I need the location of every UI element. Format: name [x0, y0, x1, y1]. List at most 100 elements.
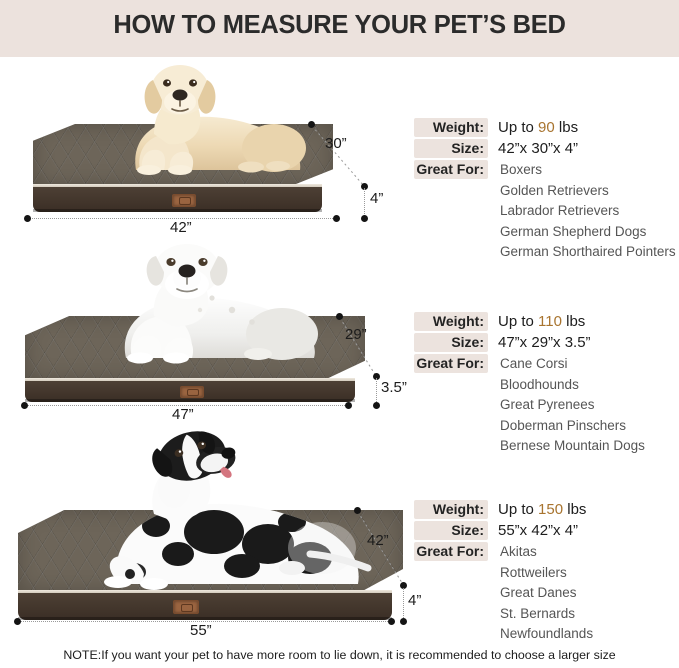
dog-photo-white-mastiff — [92, 240, 342, 365]
breed-list-large: Boxers Golden Retrievers Labrador Retrie… — [500, 160, 676, 263]
weight-label-large: Weight: — [432, 119, 484, 135]
dog-photo-yellow-labrador — [96, 62, 326, 177]
width-dimension-dot-right-large — [333, 215, 340, 222]
list-item: Rottweilers — [500, 564, 567, 580]
depth-dimension-label-large: 30” — [325, 135, 347, 152]
size-label-large: Size: — [451, 140, 484, 156]
list-item: Labrador Retrievers — [500, 203, 620, 218]
list-item: Akitas — [500, 544, 537, 559]
list-item: St. Bernards — [500, 605, 576, 621]
height-dimension-label-xxlarge: 4” — [408, 592, 422, 609]
list-item: Bloodhounds — [500, 376, 579, 392]
list-item: German Shorthaired Pointers — [500, 244, 676, 259]
height-dimension-dot-bottom-xxlarge — [400, 618, 407, 625]
height-dimension-line-large — [364, 188, 365, 220]
weight-unit-xlarge: lbs — [566, 313, 586, 330]
weight-chip-large — [414, 118, 488, 137]
height-dimension-label-large: 4” — [370, 190, 384, 207]
great-for-label-xxlarge: Great For: — [416, 543, 484, 559]
page-title: HOW TO MEASURE YOUR PET’S BED — [113, 11, 566, 39]
size-section-large: 30” 4” 42” Weight: Up to 90 lbs Size: 42… — [0, 0, 679, 259]
depth-dimension-dot-bottom-xlarge — [373, 373, 380, 380]
size-chip-xlarge — [414, 333, 488, 352]
depth-dimension-dot-top-xlarge — [336, 313, 343, 320]
list-item: Cane Corsi — [500, 356, 568, 371]
weight-unit-large: lbs — [558, 119, 579, 136]
height-dimension-label-xlarge: 3.5” — [381, 379, 407, 396]
header-band — [0, 0, 679, 57]
great-for-chip-xlarge — [414, 354, 488, 373]
weight-value-xxlarge: Up to 150 lbs — [498, 500, 586, 519]
great-for-label-large: Great For: — [416, 161, 484, 177]
bed-piping — [18, 590, 392, 594]
weight-value-xlarge: Up to 110 lbs — [498, 312, 585, 331]
brand-logo-tag — [173, 600, 199, 614]
list-item: Golden Retrievers — [500, 182, 609, 198]
width-dimension-label-xlarge: 47” — [172, 406, 194, 423]
size-value-xxlarge: 55”x 42”x 4” — [498, 522, 579, 539]
breed-list-xlarge: Cane Corsi Bloodhounds Great Pyrenees Do… — [500, 354, 645, 457]
list-item: Bernese Mountain Dogs — [500, 438, 645, 453]
size-value-large: 42”x 30”x 4” — [498, 140, 579, 157]
weight-value-large: Up to 90 lbs — [498, 118, 578, 137]
height-dimension-line-xxlarge — [403, 588, 404, 622]
depth-dimension-label-xlarge: 29” — [345, 326, 367, 343]
list-item: Boxers — [500, 162, 543, 177]
weight-prefix-xxlarge: Up to — [498, 501, 534, 518]
size-label-xxlarge: Size: — [451, 522, 484, 538]
bed-piping — [25, 378, 355, 382]
depth-dimension-line-large — [310, 124, 366, 188]
height-dimension-line-xlarge — [376, 378, 377, 406]
width-dimension-label-large: 42” — [170, 219, 192, 236]
weight-number-large: 90 — [538, 119, 555, 136]
width-dimension-line-xlarge — [24, 405, 349, 406]
great-for-chip-large — [414, 160, 488, 179]
list-item: Doberman Pinschers — [500, 417, 627, 433]
size-section-xlarge: 29” 3.5” 47” Weight: Up to 110 lbs Size:… — [0, 232, 679, 453]
size-section-xxlarge: 42” 4” 55” Weight: Up to 150 lbs Size: 5… — [0, 422, 679, 648]
width-dimension-dot-right-xlarge — [345, 402, 352, 409]
size-chip-xxlarge — [414, 521, 488, 540]
weight-chip-xlarge — [414, 312, 488, 331]
brand-logo-tag — [180, 386, 204, 398]
width-dimension-label-xxlarge: 55” — [190, 622, 212, 639]
list-item: Newfoundlands — [500, 626, 594, 641]
weight-prefix-large: Up to — [498, 119, 534, 136]
depth-dimension-line-xxlarge — [356, 510, 406, 588]
height-dimension-dot-bottom-large — [361, 215, 368, 222]
depth-dimension-dot-top-xxlarge — [354, 507, 361, 514]
weight-chip-xxlarge — [414, 500, 488, 519]
brand-logo-tag — [172, 194, 196, 207]
dog-photo-harlequin-great-dane — [96, 426, 376, 596]
depth-dimension-line-xlarge — [338, 316, 378, 378]
size-label-xlarge: Size: — [451, 334, 484, 350]
weight-unit-xxlarge: lbs — [567, 501, 587, 518]
depth-dimension-dot-top-large — [308, 121, 315, 128]
footer-note: NOTE:If you want your pet to have more r… — [63, 648, 616, 662]
depth-dimension-dot-bottom-large — [361, 183, 368, 190]
bed-side-panel — [18, 593, 392, 620]
height-dimension-dot-bottom-xlarge — [373, 402, 380, 409]
size-chip-large — [414, 139, 488, 158]
size-value-xlarge: 47”x 29”x 3.5” — [498, 334, 591, 351]
weight-number-xxlarge: 150 — [538, 501, 564, 518]
depth-dimension-label-xxlarge: 42” — [367, 532, 389, 549]
width-dimension-dot-right-xxlarge — [388, 618, 395, 625]
width-dimension-dot-left-xxlarge — [14, 618, 21, 625]
width-dimension-dot-left-large — [24, 215, 31, 222]
great-for-label-xlarge: Great For: — [416, 355, 484, 371]
list-item: German Shepherd Dogs — [500, 223, 647, 239]
width-dimension-line-large — [27, 218, 337, 219]
breed-list-xxlarge: Akitas Rottweilers Great Danes St. Berna… — [500, 542, 593, 645]
depth-dimension-dot-bottom-xxlarge — [400, 582, 407, 589]
list-item: Great Pyrenees — [500, 397, 595, 412]
weight-label-xlarge: Weight: — [432, 313, 484, 329]
weight-prefix-xlarge: Up to — [498, 313, 534, 330]
width-dimension-dot-left-xlarge — [21, 402, 28, 409]
bed-piping — [33, 184, 322, 188]
great-for-chip-xxlarge — [414, 542, 488, 561]
width-dimension-line-xxlarge — [17, 621, 392, 622]
weight-label-xxlarge: Weight: — [432, 501, 484, 517]
list-item: Great Danes — [500, 585, 577, 600]
weight-number-xlarge: 110 — [538, 313, 562, 330]
